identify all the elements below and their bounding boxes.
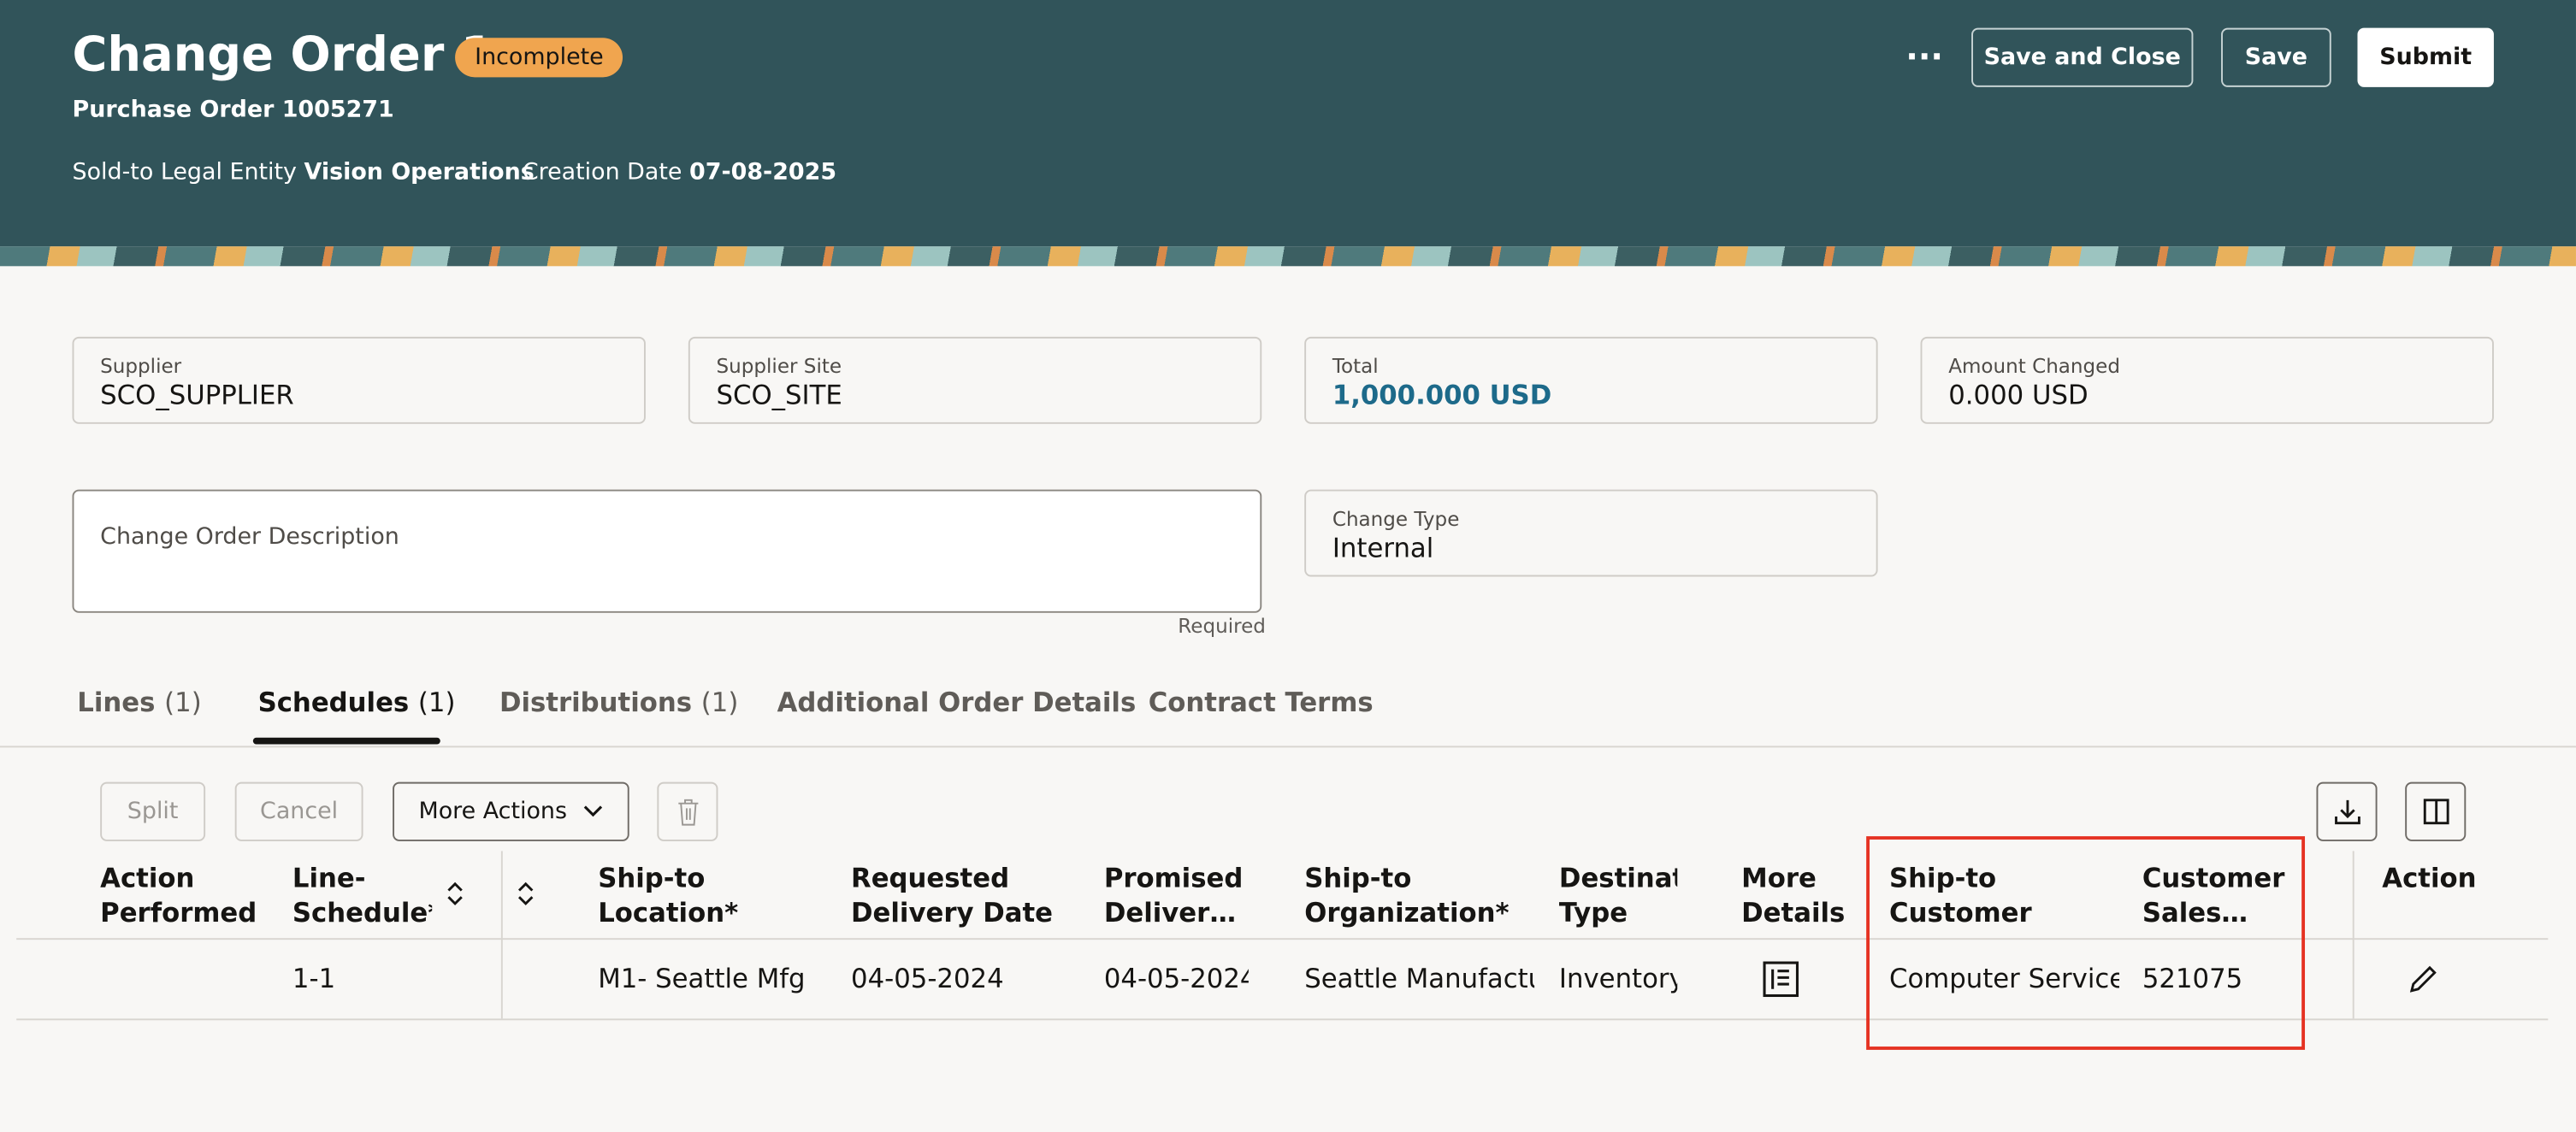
value: Vision Operations [304,159,535,186]
tab[interactable]: Contract Terms [1148,687,1374,718]
highlight-box [1866,836,2306,1050]
column-header: Destination Type [1558,862,1677,929]
label: Amount Changed [1948,355,2120,378]
edit-icon[interactable] [2407,963,2439,995]
divider [0,746,2576,748]
details-icon[interactable] [1761,959,1800,999]
cell: 04-05-2024 [851,963,1004,994]
column-header: Ship-to Location* [598,862,739,929]
field: Change Type Internal [1304,489,1878,577]
chevron [584,805,603,817]
cell: 521075 [2142,963,2243,994]
header [0,0,2576,247]
label: Sold-to Legal Entity [72,159,297,186]
field: Amount Changed 0.000 USD [1920,336,2494,424]
tab[interactable]: Schedules (1) [258,687,456,718]
column-header: Ship-to Customer [1889,862,2032,929]
column-header: More Details [1741,862,1846,929]
label: Creation Date [522,159,682,186]
banner-strip [0,246,2576,267]
column-header: Customer Sales Order [2142,862,2285,929]
column-header: Action [2382,862,2477,894]
label: Supplier Site [716,355,842,378]
cell: Inventory [1558,963,1678,994]
field: Total 1,000.000 USD [1304,336,1878,424]
cell: 1-1 [292,963,336,994]
column-header: Action Performed [100,862,257,929]
row-divider [16,938,2549,940]
download-icon [2334,799,2360,825]
sold-to: Sold-to Legal Entity Vision Operations [73,159,535,186]
column-header: Requested Delivery Date [851,862,1054,929]
label: Supplier [100,355,182,378]
cell: Computer Service [1889,963,2119,994]
dropdown[interactable]: More Actions [393,781,629,841]
description-input[interactable]: Change Order Description [72,489,1262,613]
button[interactable]: Save and Close [1971,27,2194,87]
tab-indicator [252,737,440,745]
tab-count: (1) [417,687,456,718]
sort-icon[interactable] [444,881,467,907]
column-header: Promised Delivery Date [1103,862,1244,929]
label: Change Order Description [100,523,399,551]
value[interactable]: 1,000.000 USD [1332,379,1552,411]
column-header: Ship-to Organization* [1304,862,1510,929]
title: Change Order 1 [72,26,494,83]
tab[interactable]: Additional Order Details [777,687,1137,718]
tab-label: Lines [77,687,156,718]
tab-count: (1) [164,687,202,718]
subtitle: Purchase Order 1005271 [72,97,394,124]
button[interactable]: Cancel [234,781,363,841]
button[interactable]: Submit [2357,27,2494,87]
value: Internal [1332,532,1434,564]
hint: Required [1178,614,1266,638]
delete-button[interactable] [657,781,718,841]
label: Change Type [1332,507,1460,531]
value: 07-08-2025 [689,159,837,186]
row-divider [16,1018,2549,1021]
tab[interactable]: Lines (1) [77,687,201,718]
status-badge: Incomplete [455,38,623,78]
tab-count: (1) [700,687,739,718]
cell: Seattle Manufactu [1304,963,1535,994]
button[interactable]: Split [100,781,206,841]
column-header: Line-Schedule* [292,862,433,929]
cell: 04-05-2024 [1103,963,1249,994]
value: 0.000 USD [1948,379,2089,411]
frozen-divider [500,851,503,1019]
value: SCO_SUPPLIER [100,379,294,411]
sort-icon[interactable] [514,881,537,907]
button[interactable]: Save [2221,27,2331,87]
label: More Actions [418,798,567,825]
value: SCO_SITE [716,379,842,411]
columns-icon [2422,799,2449,825]
cell: M1- Seattle Mfg [598,963,806,994]
columns-button[interactable] [2405,781,2467,841]
field: Supplier Site SCO_SITE [688,336,1262,424]
tab-label: Schedules [257,687,410,718]
frozen-divider [2352,851,2354,1019]
label: Total [1332,355,1379,378]
trash-icon [677,799,698,826]
more-menu[interactable]: ··· [1905,36,1944,76]
tab[interactable]: Distributions (1) [499,687,738,718]
creation-date: Creation Date 07-08-2025 [523,159,836,186]
field: Supplier SCO_SUPPLIER [72,336,646,424]
export-button[interactable] [2316,781,2378,841]
tab-label: Distributions [499,687,693,718]
